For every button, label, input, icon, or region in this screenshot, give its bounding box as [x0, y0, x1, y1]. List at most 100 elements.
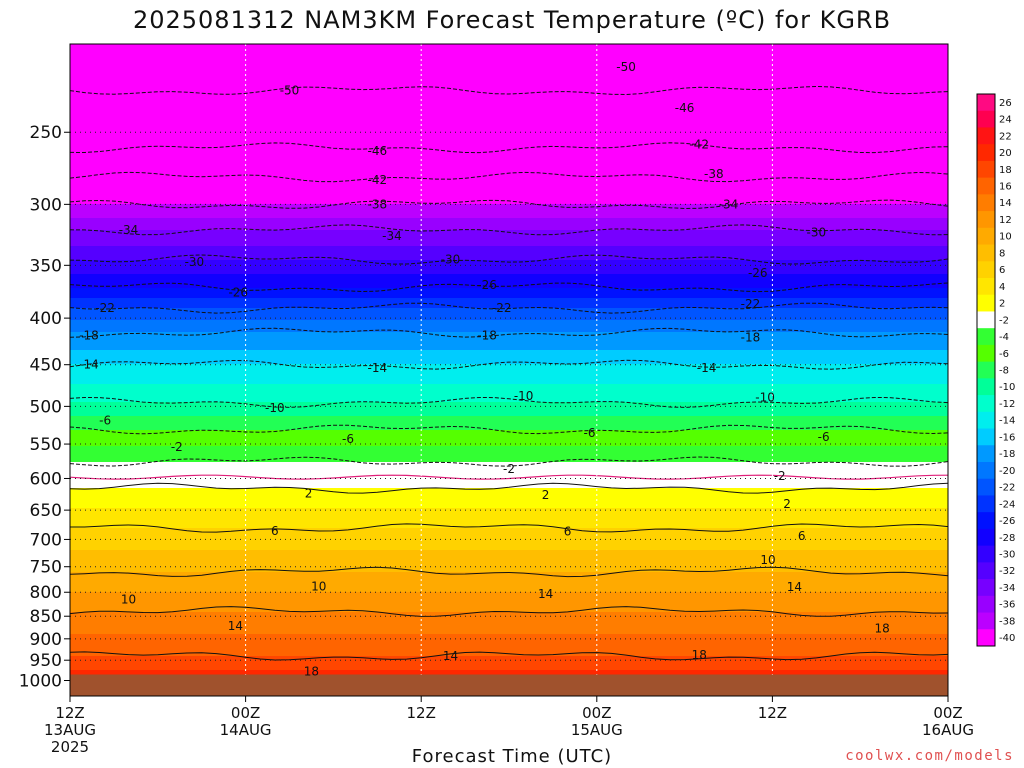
colorbar-label: -36 — [999, 600, 1015, 611]
temperature-band-row — [70, 60, 948, 63]
chart-title: 2025081312 NAM3KM Forecast Temperature (… — [132, 6, 892, 34]
temperature-band-row — [70, 312, 948, 315]
colorbar-label: 16 — [999, 182, 1012, 193]
temperature-band-row — [70, 530, 948, 533]
temperature-band-row — [70, 100, 948, 103]
temperature-band-row — [70, 88, 948, 91]
colorbar-label: 12 — [999, 215, 1012, 226]
temperature-band-row — [70, 406, 948, 409]
colorbar-label: -34 — [999, 583, 1015, 594]
temperature-band-row — [70, 634, 948, 637]
contour-label: -42 — [367, 173, 387, 187]
temperature-band-row — [70, 558, 948, 561]
contour-label: -22 — [95, 301, 115, 315]
temperature-band-row — [70, 68, 948, 71]
temperature-band-row — [70, 574, 948, 577]
temperature-band-row — [70, 532, 948, 535]
freezing-level-line — [70, 474, 948, 480]
temperature-band-row — [70, 170, 948, 173]
contour-label: -2 — [171, 440, 183, 454]
temperature-contour-line — [70, 282, 948, 293]
temperature-band-row — [70, 114, 948, 117]
contour-label: -10 — [265, 401, 285, 415]
colorbar-swatch — [977, 428, 995, 446]
colorbar-label: -2 — [999, 315, 1009, 326]
contour-label: 14 — [787, 580, 802, 594]
colorbar-swatch — [977, 227, 995, 246]
temperature-band-row — [70, 54, 948, 57]
temperature-band-row — [70, 416, 948, 419]
colorbar-swatch — [977, 110, 995, 128]
temperature-band-row — [70, 526, 948, 529]
colorbar-swatch — [977, 528, 995, 547]
temperature-band-row — [70, 448, 948, 451]
temperature-band-row — [70, 414, 948, 417]
grid-lines — [70, 44, 948, 696]
y-tick-label: 950 — [30, 651, 62, 671]
y-axis: 250 300 350 400 450 500 550 600 650 700 750 800 850 9… — [19, 123, 70, 691]
colorbar-label: -30 — [999, 550, 1015, 561]
temperature-band-row — [70, 596, 948, 599]
contour-label: -30 — [441, 253, 461, 267]
temperature-band-row — [70, 108, 948, 111]
temperature-band-row — [70, 540, 948, 543]
contour-label: -14 — [79, 358, 99, 372]
temperature-band-row — [70, 672, 948, 675]
contour-label: 10 — [311, 579, 326, 593]
colorbar-label: -40 — [999, 633, 1015, 644]
temperature-band-row — [70, 318, 948, 321]
temperature-band-row — [70, 606, 948, 609]
temperature-band-row — [70, 126, 948, 129]
colorbar-swatch — [977, 395, 995, 413]
temperature-band-row — [70, 138, 948, 141]
temperature-band-row — [70, 150, 948, 153]
site-credit[interactable]: coolwx.com/models — [845, 748, 1014, 764]
temperature-band-row — [70, 618, 948, 621]
temperature-band-row — [70, 454, 948, 457]
temperature-band-row — [70, 548, 948, 551]
y-tick-label: 750 — [30, 558, 62, 578]
contour-label: -30 — [185, 255, 205, 269]
colorbar-label: -8 — [999, 366, 1009, 377]
temperature-band-row — [70, 408, 948, 411]
temperature-band-row — [70, 330, 948, 333]
temperature-band-row — [70, 162, 948, 165]
colorbar-swatch — [977, 311, 995, 329]
colorbar-label: -32 — [999, 566, 1015, 577]
temperature-band-row — [70, 520, 948, 523]
temperature-band-row — [70, 206, 948, 209]
temperature-band-row — [70, 260, 948, 263]
temperature-band-row — [70, 658, 948, 661]
x-tick-label: 2025 — [51, 738, 89, 756]
temperature-contour-line — [70, 327, 948, 338]
temperature-band-row — [70, 198, 948, 201]
temperature-contour-line — [70, 359, 948, 370]
temperature-band-row — [70, 438, 948, 441]
temperature-band-row — [70, 234, 948, 237]
temperature-band-row — [70, 452, 948, 455]
y-tick-label: 650 — [30, 501, 62, 521]
temperature-band-row — [70, 636, 948, 639]
temperature-band-row — [70, 468, 948, 471]
temperature-contour-line — [70, 224, 948, 236]
temperature-band-row — [70, 184, 948, 187]
contour-label: -6 — [818, 430, 830, 444]
temperature-band-row — [70, 392, 948, 395]
temperature-band-row — [70, 382, 948, 385]
temperature-band-row — [70, 428, 948, 431]
temperature-band-row — [70, 640, 948, 643]
temperature-band-row — [70, 668, 948, 671]
colorbar-label: 2 — [999, 299, 1005, 310]
temperature-band-row — [70, 334, 948, 337]
temperature-band-row — [70, 270, 948, 273]
temperature-band-row — [70, 196, 948, 199]
temperature-band-row — [70, 304, 948, 307]
temperature-band-row — [70, 146, 948, 149]
temperature-band-row — [70, 64, 948, 67]
temperature-band-row — [70, 186, 948, 189]
temperature-band-row — [70, 188, 948, 191]
contour-label: -6 — [342, 432, 354, 446]
temperature-band-row — [70, 284, 948, 287]
contour-label: -14 — [697, 361, 717, 375]
temperature-band-row — [70, 58, 948, 61]
